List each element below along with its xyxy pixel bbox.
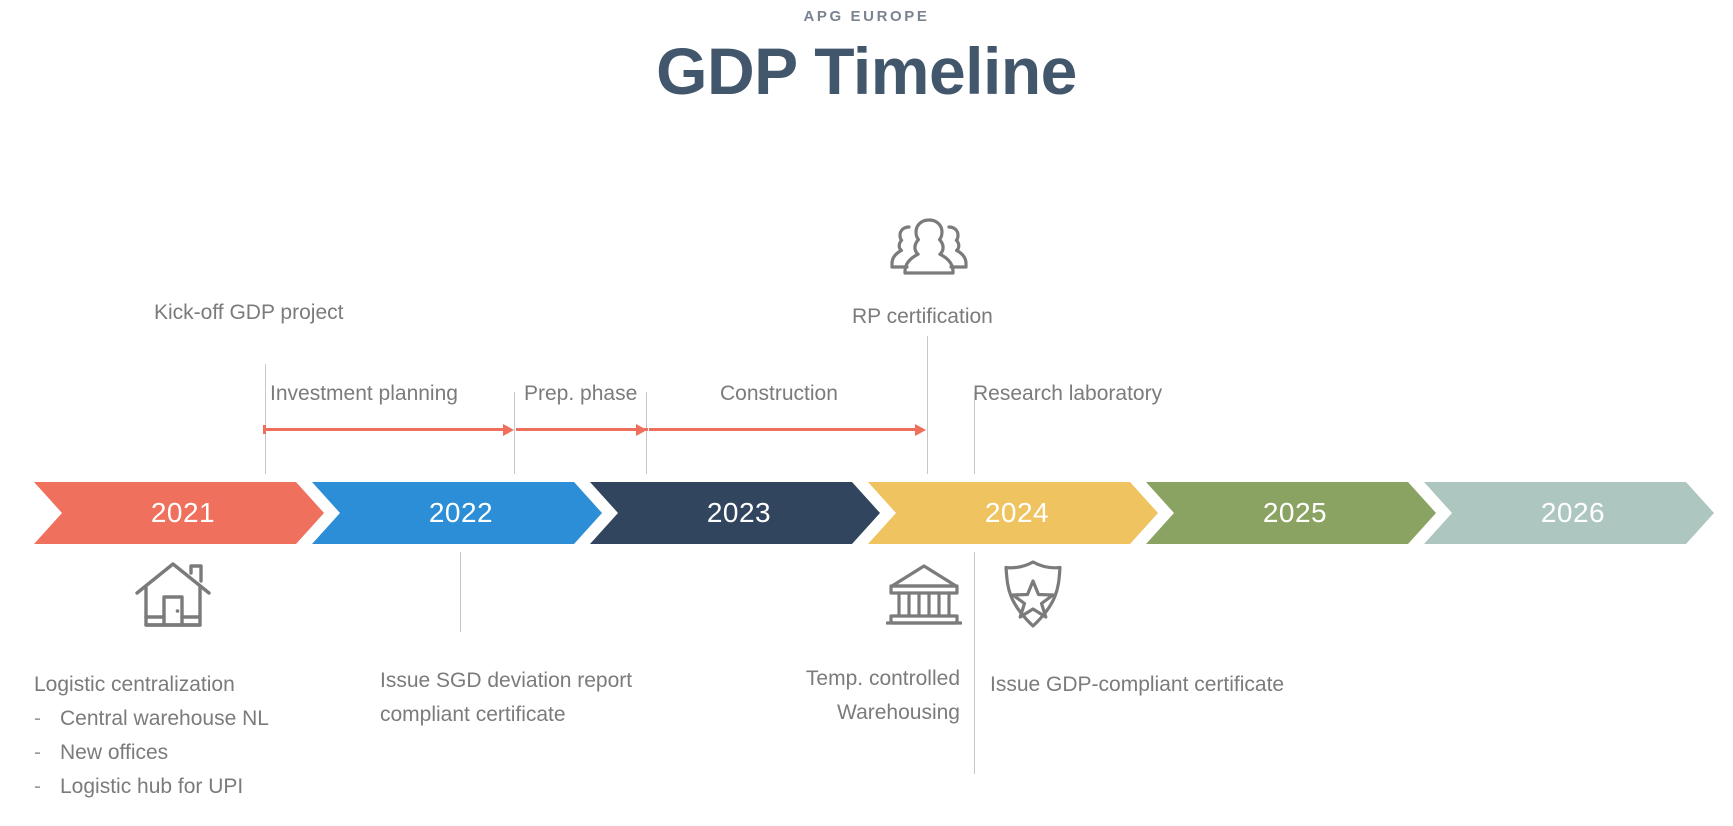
arrow-start-cap <box>263 425 266 434</box>
list-item-label: Central warehouse NL <box>60 707 269 731</box>
milestone-temp-controlled-warehousing: Temp. controlled Warehousing <box>700 662 960 730</box>
arrow-head-3 <box>915 424 926 436</box>
year-chevron-2024[interactable]: 2024 <box>868 482 1158 544</box>
milestone-gdp-compliant-certificate: Issue GDP-compliant certificate <box>990 673 1285 696</box>
connector-kick-off <box>265 364 266 474</box>
year-label-2023: 2023 <box>706 497 772 528</box>
bullet-marker: - <box>34 775 41 799</box>
group-people-icon <box>888 213 970 275</box>
connector-rp-certification <box>927 336 928 474</box>
year-label-2021: 2021 <box>150 497 216 528</box>
house-icon <box>134 559 212 631</box>
year-chevron-2021[interactable]: 2021 <box>34 482 324 544</box>
milestone-line-1: Issue SGD deviation report <box>380 669 633 692</box>
list-item: - Logistic hub for UPI <box>34 770 364 804</box>
shield-star-icon <box>997 558 1069 630</box>
milestone-title-logistic-centralization: Logistic centralization <box>34 673 235 696</box>
connector-gdp-compliant-certificate <box>974 552 975 774</box>
phase-arrows <box>263 424 928 436</box>
phase-label-investment-planning: Investment planning <box>270 382 458 405</box>
year-chevron-2023[interactable]: 2023 <box>590 482 880 544</box>
phase-label-prep-phase: Prep. phase <box>524 382 638 405</box>
bullet-marker: - <box>34 707 41 731</box>
arrow-head-1 <box>503 424 514 436</box>
year-label-2024: 2024 <box>984 497 1050 528</box>
year-label-2022: 2022 <box>428 497 494 528</box>
bullet-marker: - <box>34 741 41 765</box>
phase-label-research-laboratory: Research laboratory <box>973 382 1163 405</box>
phase-divider-3 <box>974 392 975 474</box>
year-chevron-band: 2021 2022 2023 2024 2025 2026 <box>34 482 1714 544</box>
year-chevron-2022[interactable]: 2022 <box>312 482 602 544</box>
year-label-2026: 2026 <box>1540 497 1606 528</box>
list-item: - Central warehouse NL <box>34 702 364 736</box>
brand-eyebrow: APG EUROPE <box>803 8 930 25</box>
connector-sgd-deviation-report <box>460 552 461 632</box>
milestone-line-2: Warehousing <box>837 701 960 725</box>
list-item: - New offices <box>34 736 364 770</box>
list-item-label: Logistic hub for UPI <box>60 775 244 799</box>
year-chevron-2025[interactable]: 2025 <box>1146 482 1436 544</box>
milestone-sgd-deviation-report: Issue SGD deviation report compliant cer… <box>380 664 680 732</box>
milestone-label-rp-certification: RP certification <box>852 305 993 328</box>
phase-label-construction: Construction <box>720 382 838 405</box>
list-item-label: New offices <box>60 741 169 765</box>
arrow-segment-construction <box>649 428 921 431</box>
year-label-2025: 2025 <box>1262 497 1328 528</box>
milestone-logistic-centralization: Logistic centralization - Central wareho… <box>34 668 364 804</box>
logistic-centralization-bullet-list: - Central warehouse NL - New offices - L… <box>34 702 364 804</box>
phase-divider-1 <box>514 392 515 474</box>
bank-icon <box>886 562 962 628</box>
milestone-line-1: Temp. controlled <box>805 667 960 690</box>
page-title: GDP Timeline <box>656 34 1077 108</box>
arrow-segment-prep-phase <box>516 428 648 431</box>
milestone-line-2: compliant certificate <box>380 703 566 727</box>
arrow-segment-investment-planning <box>265 428 511 431</box>
arrow-head-2 <box>636 424 647 436</box>
milestone-label-kick-off: Kick-off GDP project <box>154 301 344 324</box>
year-chevron-2026[interactable]: 2026 <box>1424 482 1714 544</box>
